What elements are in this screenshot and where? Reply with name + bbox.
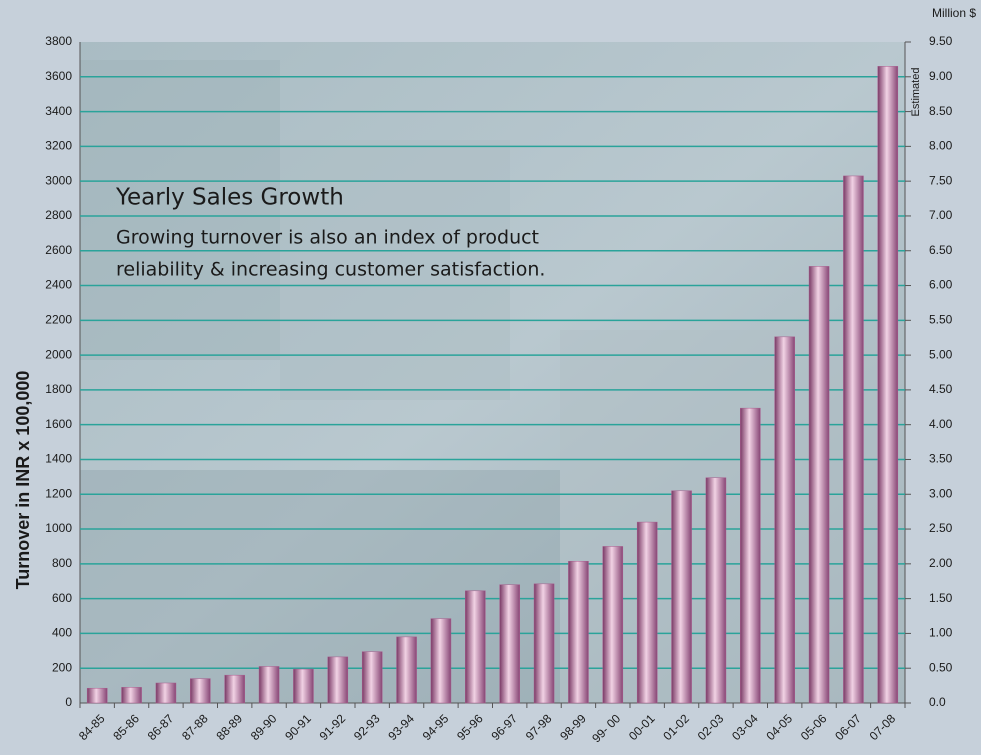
bar xyxy=(775,337,795,703)
y-tick-label: 1800 xyxy=(45,382,72,396)
bar xyxy=(122,687,142,703)
annotation: Estimated xyxy=(910,68,922,117)
bar xyxy=(431,619,451,703)
y-tick-label: 1400 xyxy=(45,452,72,466)
y2-tick-label: 0.0 xyxy=(929,695,946,709)
y2-tick-label: 7.50 xyxy=(929,173,953,187)
y-tick-label: 3000 xyxy=(45,173,72,187)
y-tick-label: 1600 xyxy=(45,417,72,431)
y2-tick-label: 4.00 xyxy=(929,417,953,431)
y-tick-label: 1000 xyxy=(45,521,72,535)
y-tick-label: 3800 xyxy=(45,34,72,48)
subtitle: reliability & increasing customer satisf… xyxy=(116,259,545,281)
y-tick-label: 200 xyxy=(52,660,72,674)
chart: Yearly Sales Growth Growing turnover is … xyxy=(0,0,981,755)
bar xyxy=(87,688,107,703)
bar xyxy=(293,669,313,703)
y2-tick-label: 3.50 xyxy=(929,452,953,466)
bar xyxy=(740,408,760,703)
y2-axis-title: Million $ xyxy=(932,6,976,20)
y-tick-label: 800 xyxy=(52,556,72,570)
bar xyxy=(706,478,726,703)
bar xyxy=(568,561,588,703)
y-tick-label: 600 xyxy=(52,591,72,605)
y2-tick-label: 2.50 xyxy=(929,521,953,535)
y-tick-label: 3400 xyxy=(45,104,72,118)
y-tick-label: 400 xyxy=(52,626,72,640)
bar xyxy=(843,176,863,703)
y-tick-label: 2000 xyxy=(45,347,72,361)
y2-tick-label: 1.00 xyxy=(929,626,953,640)
chart-title: Yearly Sales Growth xyxy=(115,185,344,211)
bar xyxy=(225,675,245,703)
y2-tick-label: 2.00 xyxy=(929,556,953,570)
page: Yearly Sales Growth Growing turnover is … xyxy=(0,0,981,755)
y-tick-label: 2600 xyxy=(45,243,72,257)
y-tick-label: 3600 xyxy=(45,69,72,83)
bar xyxy=(397,637,417,703)
bar xyxy=(328,657,348,703)
y-tick-label: 2200 xyxy=(45,312,72,326)
y2-tick-label: 3.00 xyxy=(929,486,953,500)
bar xyxy=(156,683,176,703)
bar xyxy=(259,666,279,703)
y2-tick-label: 1.50 xyxy=(929,591,953,605)
y2-tick-label: 6.50 xyxy=(929,243,953,257)
bar xyxy=(809,266,829,703)
bar xyxy=(190,679,210,703)
y-tick-label: 0 xyxy=(65,695,72,709)
y2-tick-label: 5.50 xyxy=(929,312,953,326)
bar xyxy=(637,522,657,703)
bar xyxy=(878,66,898,703)
bar xyxy=(465,591,485,703)
y2-tick-label: 5.00 xyxy=(929,347,953,361)
subtitle: Growing turnover is also an index of pro… xyxy=(116,227,539,249)
y-tick-label: 1200 xyxy=(45,486,72,500)
y-tick-label: 2400 xyxy=(45,278,72,292)
y2-tick-label: 0.50 xyxy=(929,660,953,674)
bar xyxy=(500,585,520,703)
bar xyxy=(534,584,554,703)
bar xyxy=(603,546,623,703)
y-axis-title: Turnover in INR x 100,000 xyxy=(13,371,33,590)
bar xyxy=(672,491,692,703)
y2-tick-label: 8.50 xyxy=(929,104,953,118)
y2-tick-label: 8.00 xyxy=(929,139,953,153)
y2-tick-label: 9.50 xyxy=(929,34,953,48)
bar xyxy=(362,652,382,703)
y-tick-label: 3200 xyxy=(45,139,72,153)
y2-tick-label: 9.00 xyxy=(929,69,953,83)
y-tick-label: 2800 xyxy=(45,208,72,222)
y2-tick-label: 7.00 xyxy=(929,208,953,222)
y2-tick-label: 4.50 xyxy=(929,382,953,396)
y2-tick-label: 6.00 xyxy=(929,278,953,292)
